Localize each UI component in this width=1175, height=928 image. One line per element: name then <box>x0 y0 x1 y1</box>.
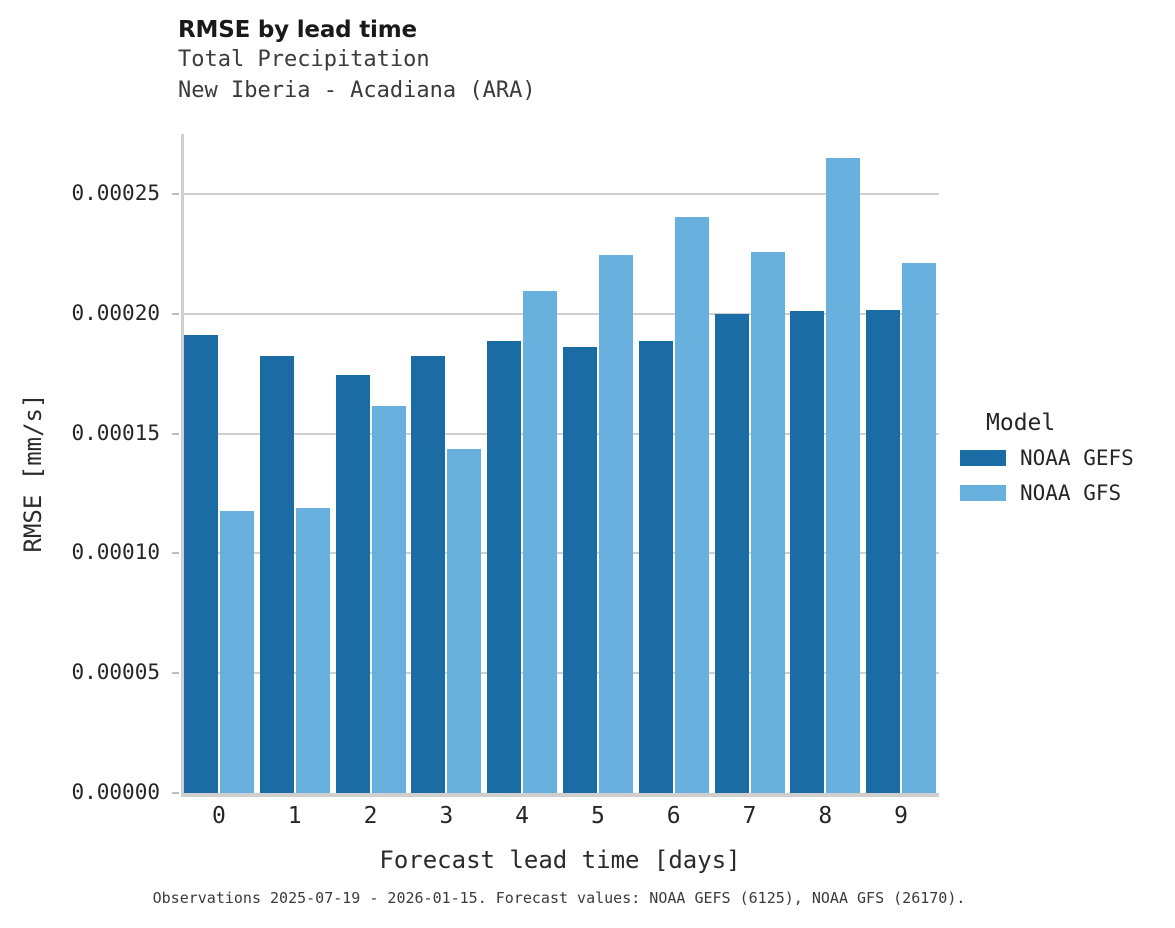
y-axis-tick-labels: 0.00000 0.00005 0.00010 0.00015 0.00020 0.000… <box>0 134 172 802</box>
bar-noaa-gefs-lead-4[interactable] <box>487 341 522 793</box>
x-axis-tick-labels: 0 1 2 3 4 5 6 7 8 9 <box>181 802 939 838</box>
y-tick-label: 0.00005 <box>71 660 160 685</box>
title-block: RMSE by lead time Total Precipitation Ne… <box>178 16 938 106</box>
y-tick-mark <box>172 312 179 315</box>
gridline <box>181 432 939 435</box>
x-tick-label-8: 8 <box>818 803 833 829</box>
bar-noaa-gefs-lead-3[interactable] <box>411 355 446 793</box>
bar-noaa-gfs-lead-5[interactable] <box>598 255 633 793</box>
page-title: RMSE by lead time <box>178 17 417 43</box>
x-axis-title: Forecast lead time [days] <box>379 846 741 874</box>
x-tick-label-3: 3 <box>439 803 454 829</box>
bar-noaa-gefs-lead-1[interactable] <box>259 355 294 793</box>
x-tick-label-4: 4 <box>515 803 530 829</box>
bar-noaa-gefs-lead-6[interactable] <box>638 341 673 793</box>
bar-noaa-gefs-lead-5[interactable] <box>562 346 597 793</box>
gridline <box>181 552 939 555</box>
x-tick-label-1: 1 <box>287 803 302 829</box>
legend-title: Model <box>986 410 1056 436</box>
x-tick-label-0: 0 <box>211 803 226 829</box>
y-tick-mark <box>172 552 179 555</box>
x-axis-spine <box>181 793 939 797</box>
plot-area <box>172 134 939 797</box>
legend-item-noaa-gefs[interactable]: NOAA GEFS <box>960 442 1175 473</box>
bar-noaa-gfs-lead-0[interactable] <box>219 511 254 793</box>
bar-noaa-gefs-lead-0[interactable] <box>183 335 218 793</box>
legend-swatch-noaa-gfs <box>960 484 1006 501</box>
bar-noaa-gefs-lead-9[interactable] <box>866 310 901 793</box>
y-tick-mark <box>172 432 179 435</box>
legend-item-noaa-gfs[interactable]: NOAA GFS <box>960 477 1175 508</box>
legend: Model NOAA GEFS NOAA GFS <box>960 408 1175 508</box>
y-tick-mark <box>172 192 179 195</box>
x-tick-label-9: 9 <box>894 803 909 829</box>
x-tick-label-6: 6 <box>666 803 681 829</box>
y-tick-label: 0.00020 <box>71 300 160 325</box>
y-axis-title: RMSE [mm/s] <box>19 393 47 553</box>
y-tick-label: 0.00015 <box>71 420 160 445</box>
y-tick-label: 0.00000 <box>71 780 160 804</box>
x-tick-label-2: 2 <box>363 803 378 829</box>
y-tick-mark <box>172 792 179 794</box>
bar-noaa-gfs-lead-4[interactable] <box>523 290 558 793</box>
bar-noaa-gfs-lead-6[interactable] <box>674 216 709 793</box>
bar-noaa-gfs-lead-3[interactable] <box>447 448 482 793</box>
y-axis-spine <box>181 134 184 793</box>
bar-noaa-gfs-lead-8[interactable] <box>826 157 861 793</box>
bar-noaa-gefs-lead-8[interactable] <box>790 311 825 793</box>
x-tick-label-7: 7 <box>742 803 757 829</box>
footnote: Observations 2025-07-19 - 2026-01-15. Fo… <box>152 889 966 907</box>
x-tick-label-5: 5 <box>590 803 605 829</box>
bar-noaa-gfs-lead-2[interactable] <box>371 405 406 793</box>
bar-noaa-gfs-lead-1[interactable] <box>295 507 330 793</box>
legend-label-noaa-gfs: NOAA GFS <box>1020 480 1122 505</box>
chart-subtitle-line-1: Total Precipitation <box>178 47 430 72</box>
y-tick-label: 0.00025 <box>71 180 160 205</box>
y-tick-label: 0.00010 <box>71 540 160 565</box>
chart-subtitle-line-2: New Iberia - Acadiana (ARA) <box>178 78 536 103</box>
gridline <box>181 672 939 675</box>
gridline <box>181 312 939 315</box>
bar-noaa-gefs-lead-2[interactable] <box>335 374 370 793</box>
bar-noaa-gfs-lead-7[interactable] <box>750 251 785 793</box>
y-tick-mark <box>172 672 179 675</box>
bar-noaa-gefs-lead-7[interactable] <box>714 313 749 793</box>
legend-swatch-noaa-gefs <box>960 449 1006 466</box>
bar-noaa-gfs-lead-9[interactable] <box>902 263 937 793</box>
legend-label-noaa-gefs: NOAA GEFS <box>1020 445 1134 470</box>
gridline <box>181 192 939 195</box>
